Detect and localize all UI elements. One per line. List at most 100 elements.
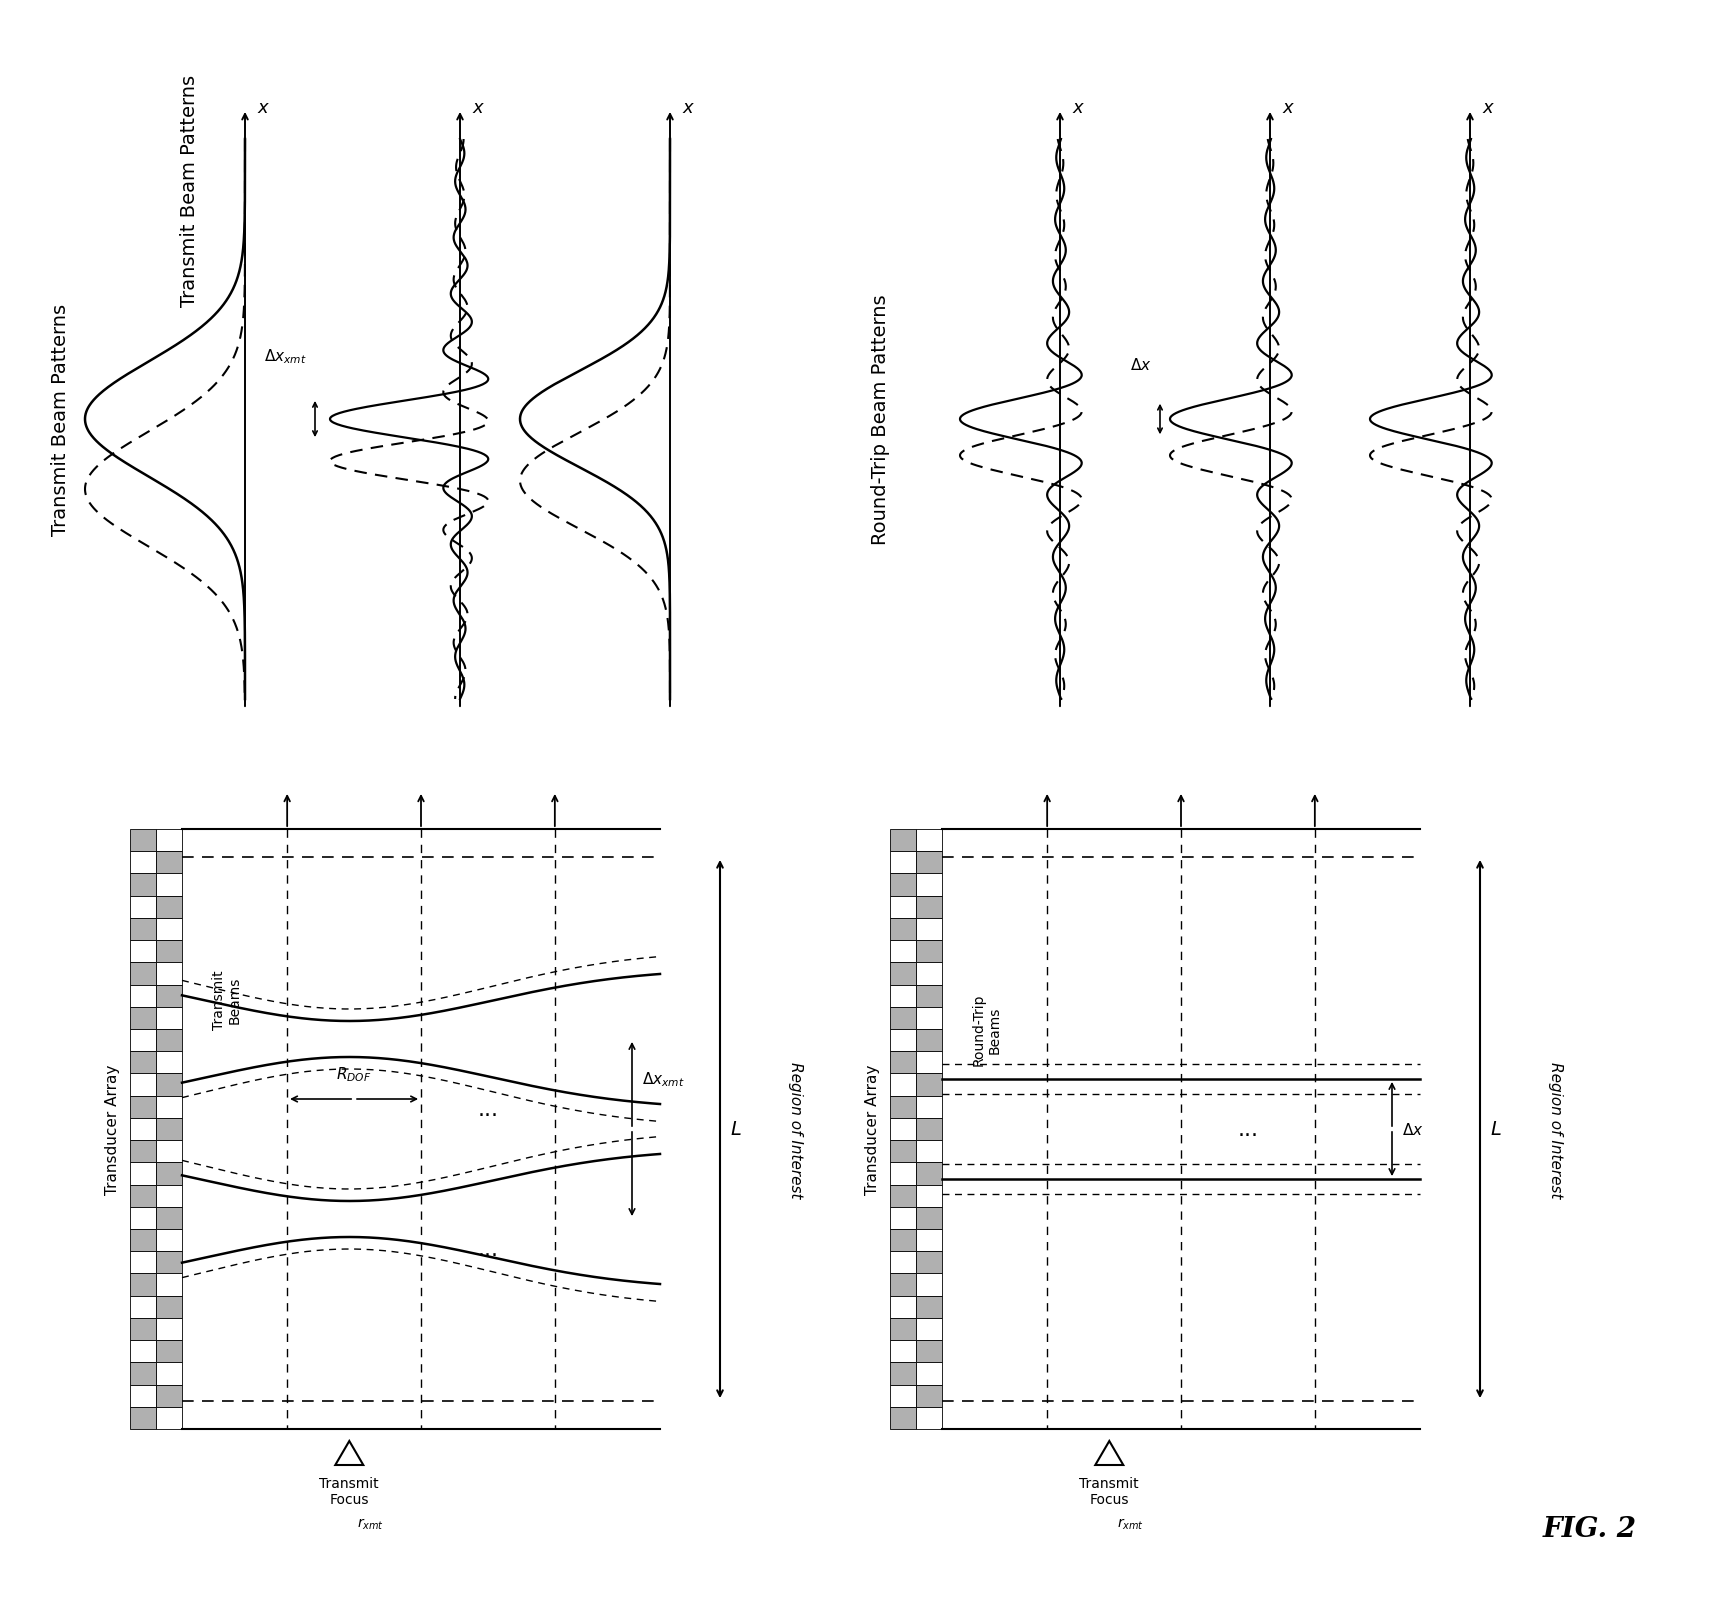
Bar <box>890 918 916 941</box>
Bar <box>916 941 942 963</box>
Bar <box>916 1184 942 1207</box>
Bar <box>156 830 181 852</box>
Bar <box>130 1385 156 1408</box>
Bar <box>916 1096 942 1119</box>
Bar <box>130 1008 156 1029</box>
Bar <box>156 1340 181 1363</box>
Bar <box>130 941 156 963</box>
Bar <box>130 1274 156 1295</box>
Bar <box>890 1295 916 1318</box>
Polygon shape <box>335 1441 363 1465</box>
Bar <box>130 873 156 896</box>
Bar <box>916 918 942 941</box>
Bar <box>916 830 942 852</box>
Bar <box>156 985 181 1008</box>
Bar <box>916 1385 942 1408</box>
Bar <box>130 896 156 918</box>
Bar <box>890 1252 916 1274</box>
Bar <box>130 1162 156 1184</box>
Text: Transmit
Beams: Transmit Beams <box>213 969 242 1029</box>
Bar <box>890 1119 916 1141</box>
Text: Transmit Beam Patterns: Transmit Beam Patterns <box>50 303 69 536</box>
Bar <box>156 963 181 985</box>
Bar <box>130 1141 156 1162</box>
Text: Transducer Array: Transducer Array <box>104 1064 119 1194</box>
Bar <box>916 1119 942 1141</box>
Text: x: x <box>257 100 268 117</box>
Text: x: x <box>472 100 482 117</box>
Text: Transmit
Focus: Transmit Focus <box>320 1477 378 1505</box>
Bar <box>130 1318 156 1340</box>
Bar <box>156 1229 181 1252</box>
Text: $\Delta x$: $\Delta x$ <box>1401 1122 1424 1138</box>
Bar <box>916 985 942 1008</box>
Bar <box>916 852 942 873</box>
Bar <box>130 852 156 873</box>
Bar <box>130 1363 156 1385</box>
Text: Round-Trip
Beams: Round-Trip Beams <box>971 993 1002 1066</box>
Bar <box>156 1029 181 1051</box>
Bar <box>130 1074 156 1096</box>
Bar <box>890 963 916 985</box>
Text: Round-Trip Beam Patterns: Round-Trip Beam Patterns <box>871 294 890 546</box>
Bar <box>130 1029 156 1051</box>
Bar <box>130 830 156 852</box>
Bar <box>156 918 181 941</box>
Bar <box>890 830 916 852</box>
Bar <box>130 1096 156 1119</box>
Text: ...: ... <box>1237 1119 1258 1140</box>
Bar <box>156 1295 181 1318</box>
Bar <box>890 1074 916 1096</box>
Bar <box>890 896 916 918</box>
Bar <box>916 1207 942 1229</box>
Bar <box>890 1184 916 1207</box>
Bar <box>130 1184 156 1207</box>
Bar <box>130 1229 156 1252</box>
Bar <box>890 1141 916 1162</box>
Bar <box>156 1274 181 1295</box>
Bar <box>890 1385 916 1408</box>
Bar <box>130 1252 156 1274</box>
Bar <box>916 1229 942 1252</box>
Bar <box>916 1340 942 1363</box>
Text: x: x <box>1282 100 1293 117</box>
Bar <box>130 1295 156 1318</box>
Bar <box>916 1408 942 1428</box>
Bar <box>890 985 916 1008</box>
Text: $\Delta x_{xmt}$: $\Delta x_{xmt}$ <box>643 1071 684 1088</box>
Bar <box>916 896 942 918</box>
Bar <box>890 873 916 896</box>
Bar <box>916 963 942 985</box>
Bar <box>156 1363 181 1385</box>
Text: x: x <box>1483 100 1493 117</box>
Bar <box>156 1408 181 1428</box>
Bar <box>156 896 181 918</box>
Bar <box>916 1363 942 1385</box>
Bar <box>156 1318 181 1340</box>
Bar <box>890 1096 916 1119</box>
Bar <box>916 1295 942 1318</box>
Bar <box>156 1385 181 1408</box>
Bar <box>130 918 156 941</box>
Bar <box>156 1074 181 1096</box>
Bar <box>916 1162 942 1184</box>
Text: $r_{xmt}$: $r_{xmt}$ <box>1118 1517 1144 1531</box>
Text: $r_{xmt}$: $r_{xmt}$ <box>358 1517 384 1531</box>
Bar <box>130 1340 156 1363</box>
Text: x: x <box>683 100 693 117</box>
Bar <box>916 1029 942 1051</box>
Bar <box>156 1252 181 1274</box>
Bar <box>130 1408 156 1428</box>
Bar <box>156 1051 181 1074</box>
Bar <box>916 1252 942 1274</box>
Bar <box>916 1051 942 1074</box>
Bar <box>156 941 181 963</box>
Text: L: L <box>1490 1120 1502 1140</box>
Text: Region of Interest: Region of Interest <box>1548 1061 1562 1197</box>
Text: Transducer Array: Transducer Array <box>864 1064 880 1194</box>
Bar <box>890 1029 916 1051</box>
Bar <box>916 1274 942 1295</box>
Bar <box>890 852 916 873</box>
Bar <box>916 1074 942 1096</box>
Bar <box>890 1408 916 1428</box>
